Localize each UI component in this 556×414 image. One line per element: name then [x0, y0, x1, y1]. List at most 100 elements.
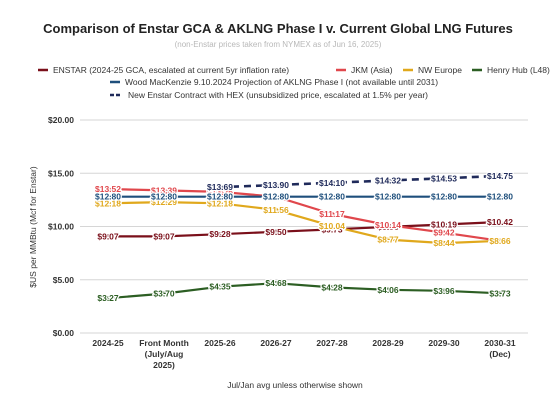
data-point [329, 180, 335, 186]
series-line [107, 201, 501, 245]
data-point [217, 284, 223, 289]
data-label: $9.42 [433, 228, 455, 238]
data-label: $14.75 [487, 171, 513, 181]
data-point [497, 238, 503, 243]
data-label: $11.17 [319, 209, 345, 219]
data-label: $8.66 [489, 236, 511, 246]
data-point [329, 227, 335, 232]
y-tick-label: $20.00 [48, 115, 74, 125]
data-label: $10.42 [487, 217, 513, 227]
data-label: $9.07 [153, 231, 175, 241]
data-point [441, 194, 447, 199]
data-label: $13.39 [151, 185, 177, 195]
data-label: $3.27 [97, 293, 119, 303]
data-point [105, 186, 111, 192]
data-point [329, 223, 335, 229]
y-axis: $0.00 $5.00 $10.00 $15.00 $20.00 [48, 115, 74, 338]
x-tick-label: 2026-27 [260, 338, 291, 348]
data-label: $13.52 [95, 184, 121, 194]
data-point [329, 211, 335, 217]
data-label: $12.80 [319, 192, 345, 202]
data-label: $13.90 [263, 180, 289, 190]
y-tick-label: $10.00 [48, 222, 74, 232]
data-label: $8.66 [489, 236, 511, 246]
data-point [273, 194, 279, 199]
legend-label: ENSTAR (2024-25 GCA, escalated at curren… [53, 65, 289, 75]
data-point [217, 231, 223, 237]
chart-subtitle: (non-Enstar prices taken from NYMEX as o… [175, 40, 382, 49]
series-layer [105, 173, 503, 301]
data-point [161, 199, 167, 205]
data-label: $9.07 [97, 231, 119, 241]
data-label: $9.50 [265, 227, 287, 237]
data-labels-layer: $9.07 $9.07 $9.28 $9.50 $9.73 $9.96 $10.19 $10.… [94, 170, 515, 305]
series-line [219, 174, 501, 189]
data-point [497, 291, 503, 296]
data-point [441, 222, 447, 227]
data-label: $8.77 [377, 235, 399, 245]
data-label: $12.80 [431, 192, 457, 202]
data-label: $3.96 [433, 286, 455, 296]
data-label: $13.69 [207, 182, 233, 192]
legend-label: New Enstar Contract with HEX (unsubsidiz… [128, 90, 428, 100]
data-point [441, 176, 447, 181]
data-label: $12.80 [487, 192, 513, 202]
data-point [217, 189, 223, 195]
data-point [329, 285, 335, 290]
data-label: $12.80 [375, 192, 401, 202]
y-axis-title: $US per MMBtu (Mcf for Enstar) [28, 166, 38, 288]
data-label: $14.32 [375, 175, 401, 185]
data-label: $3.70 [153, 289, 175, 299]
series-line [107, 282, 501, 300]
data-point [441, 288, 447, 294]
series-line [108, 220, 501, 238]
x-tick-label: Front Month (July/Aug 2025) [139, 338, 189, 370]
data-label: $11.56 [263, 205, 289, 215]
data-point [105, 295, 111, 301]
legend-label: Wood MacKenzie 9.10.2024 Projection of A… [125, 77, 438, 87]
data-label: $8.44 [433, 238, 455, 248]
data-label: $12.80 [263, 192, 289, 202]
x-tick-label: 2028-29 [372, 338, 403, 348]
data-point [217, 201, 223, 206]
x-tick-label: 2025-26 [204, 338, 235, 348]
data-point [217, 185, 223, 190]
legend-label: NW Europe [418, 65, 462, 75]
data-label: $4.28 [321, 282, 343, 292]
data-point [385, 222, 391, 228]
data-point [385, 178, 391, 183]
data-label: $4.68 [265, 278, 287, 288]
data-label: $12.80 [263, 192, 289, 202]
data-label: $9.73 [321, 224, 343, 234]
data-point [497, 194, 503, 199]
data-point [441, 240, 447, 246]
y-tick-label: $5.00 [53, 275, 75, 285]
x-tick-label: 2027-28 [316, 338, 347, 348]
gridlines [80, 119, 528, 334]
data-label: $10.04 [319, 221, 345, 231]
data-label: $14.10 [319, 178, 345, 188]
data-point [105, 201, 111, 206]
data-label: $12.18 [207, 198, 233, 208]
data-point [329, 194, 335, 199]
data-label: $10.19 [431, 219, 457, 229]
data-point [385, 287, 391, 292]
data-label: $3.73 [489, 288, 511, 298]
data-label: $12.18 [95, 198, 121, 208]
x-axis: 2024-25 Front Month (July/Aug 2025) 2025-26 2… [92, 338, 515, 370]
data-label: $4.06 [377, 285, 399, 295]
data-label: $12.80 [95, 192, 121, 202]
x-tick-label: 2030-31 (Dec) [484, 338, 515, 359]
data-point [441, 230, 447, 235]
data-point [161, 194, 167, 199]
data-point [385, 194, 391, 199]
data-label: $12.80 [207, 192, 233, 202]
y-tick-label: $0.00 [53, 328, 75, 338]
data-label: $13.25 [207, 187, 233, 197]
data-label: $12.80 [151, 192, 177, 202]
data-point [105, 234, 111, 239]
data-point [385, 237, 391, 242]
data-point [273, 280, 279, 286]
data-label: $12.29 [151, 197, 177, 207]
